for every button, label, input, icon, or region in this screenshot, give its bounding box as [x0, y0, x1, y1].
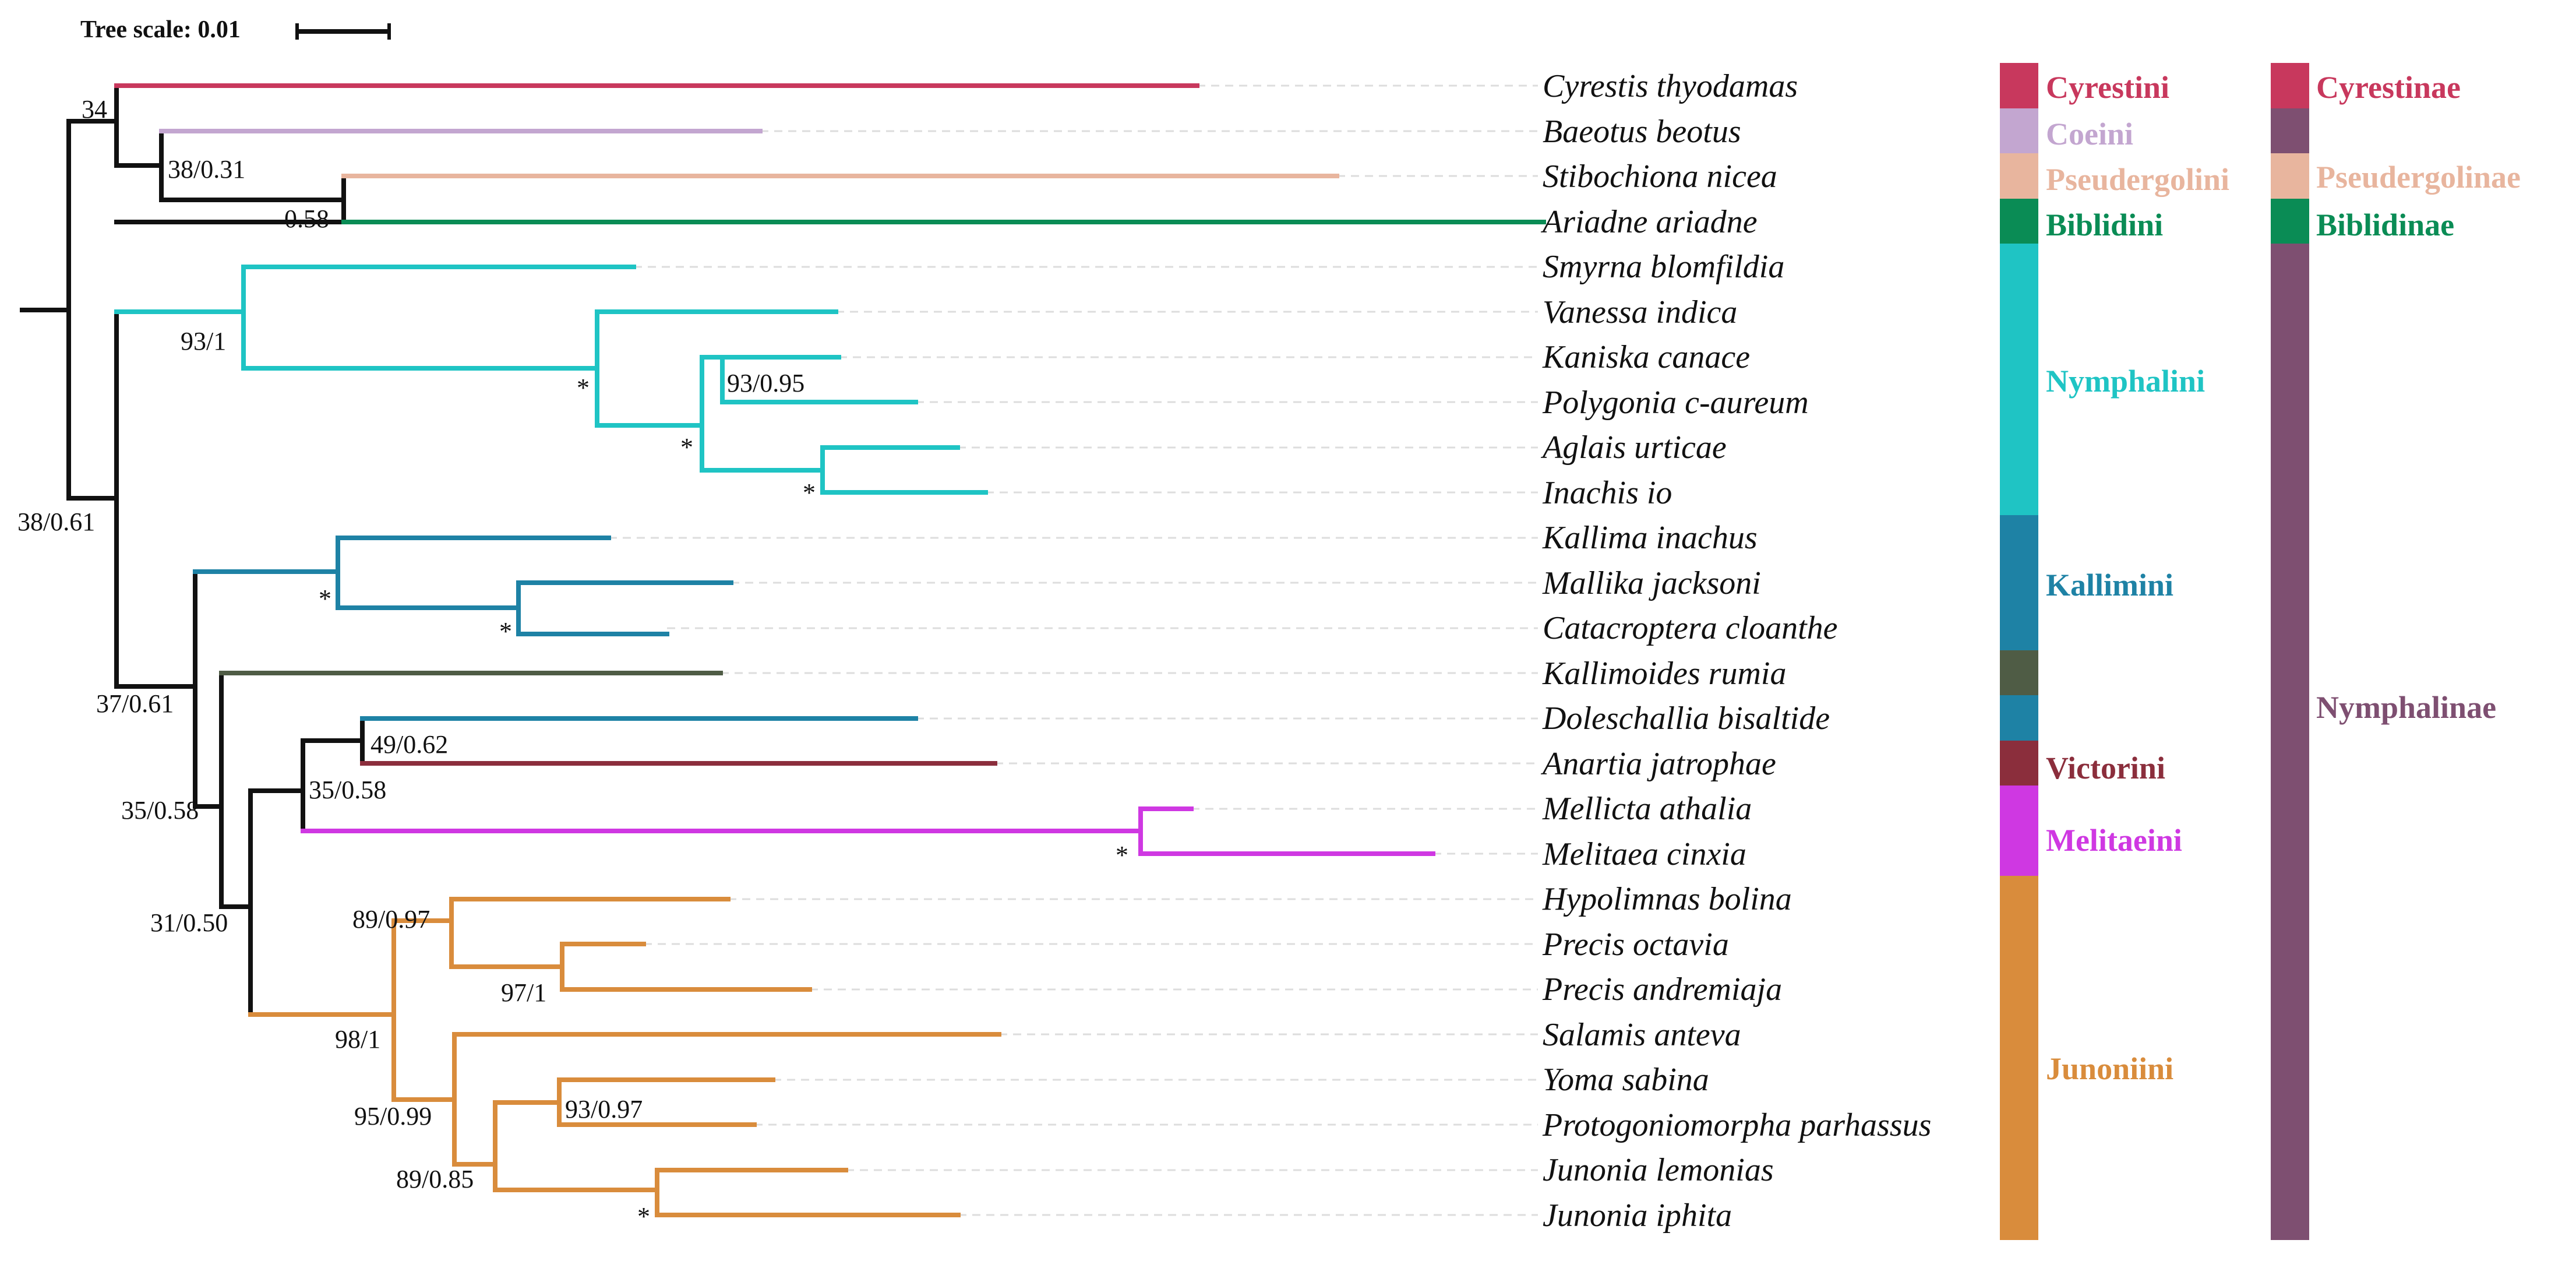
tribe-block-biblidini: [2000, 199, 2038, 244]
tribe-label-kallimini: Kallimini: [2046, 568, 2173, 603]
backbone-path: [20, 83, 365, 1017]
tribe-block-doleschallia: [2000, 695, 2038, 741]
tribe-label-pseudergolini: Pseudergolini: [2046, 162, 2229, 197]
taxon-label: Yoma sabina: [1543, 1062, 1709, 1098]
colored-branches: [114, 83, 1546, 1217]
support-93-1: 93/1: [181, 327, 226, 355]
taxon-label: Junonia lemonias: [1543, 1152, 1774, 1188]
support-star: *: [577, 374, 590, 402]
taxon-label: Kaniska canace: [1542, 339, 1750, 375]
tribe-label-melitaeini: Melitaeini: [2046, 823, 2182, 858]
support-97-1: 97/1: [501, 978, 546, 1007]
tree-scale-label: Tree scale: 0.01: [80, 16, 241, 43]
support-95-099: 95/0.99: [354, 1102, 432, 1130]
support-star: *: [499, 617, 512, 646]
taxon-label: Precis andremiaja: [1542, 971, 1782, 1008]
taxon-label: Doleschallia bisaltide: [1542, 700, 1830, 737]
support-37-061: 37/0.61: [96, 689, 174, 718]
tribe-label-victorini: Victorini: [2046, 751, 2165, 786]
taxon-label: Salamis anteva: [1543, 1017, 1741, 1053]
support-35-058-outer: 35/0.58: [121, 796, 199, 825]
taxon-label: Melitaea cinxia: [1542, 836, 1746, 872]
tip-guides: [609, 84, 1538, 1216]
backbone-branches: [20, 83, 365, 1017]
tribe-block-junoniini: [2000, 876, 2038, 1240]
support-89-097: 89/0.97: [352, 905, 430, 934]
subfamily-block-biblidinae: [2271, 199, 2309, 244]
tribe-labels: Cyrestini Coeini Pseudergolini Biblidini…: [2046, 70, 2229, 1086]
subfamily-label-nymphalinae: Nymphalinae: [2316, 690, 2496, 725]
taxon-label: Kallima inachus: [1542, 520, 1758, 556]
subfamily-strip: [2271, 63, 2309, 1240]
tribe-label-cyrestini: Cyrestini: [2046, 70, 2169, 105]
taxon-label: Hypolimnas bolina: [1542, 881, 1792, 917]
subfamily-block-coeini: [2271, 108, 2309, 153]
support-star: *: [803, 478, 816, 507]
taxon-label: Stibochiona nicea: [1543, 158, 1777, 195]
support-34: 34: [82, 95, 107, 124]
support-star: *: [1116, 841, 1128, 869]
support-38-031: 38/0.31: [168, 155, 245, 184]
taxon-label: Baeotus beotus: [1543, 114, 1741, 150]
support-star: *: [637, 1202, 650, 1231]
tribe-block-nymphalini: [2000, 244, 2038, 515]
taxon-label: Vanessa indica: [1543, 294, 1737, 330]
support-93-097: 93/0.97: [565, 1095, 643, 1123]
tribe-block-cyrestini: [2000, 63, 2038, 108]
support-058: 0.58: [284, 205, 329, 233]
support-49-062: 49/0.62: [370, 730, 448, 759]
taxon-label: Protogoniomorpha parhassus: [1542, 1107, 1931, 1143]
subfamily-block-pseudergolinae: [2271, 153, 2309, 199]
taxon-label: Smyrna blomfildia: [1543, 249, 1784, 285]
subfamily-label-cyrestinae: Cyrestinae: [2316, 70, 2461, 105]
taxon-label: Kallimoides rumia: [1542, 656, 1786, 692]
support-31-050: 31/0.50: [150, 908, 228, 937]
support-star: *: [319, 584, 331, 613]
branch-melitaeini-clade: [301, 806, 1435, 856]
tribe-block-kallimini: [2000, 515, 2038, 650]
support-35-058-inner: 35/0.58: [309, 776, 386, 804]
taxon-label: Aglais urticae: [1540, 429, 1727, 466]
taxon-label: Junonia iphita: [1543, 1197, 1732, 1234]
taxon-label: Precis octavia: [1542, 927, 1729, 963]
taxon-label: Catacroptera cloanthe: [1543, 610, 1838, 646]
taxon-label: Mellicta athalia: [1542, 791, 1752, 827]
subfamily-labels: Cyrestinae Pseudergolinae Biblidinae Nym…: [2316, 70, 2521, 725]
tree-scale: Tree scale: 0.01: [80, 16, 391, 43]
subfamily-block-nymphalinae: [2271, 244, 2309, 1240]
support-star: *: [680, 433, 693, 462]
tribe-block-kallimoides: [2000, 650, 2038, 695]
branch-nymphalini-clade: [114, 265, 988, 495]
subfamily-block-cyrestinae: [2271, 63, 2309, 108]
support-values: 34 38/0.31 0.58 93/1 * 93/0.95 * * 38/0.…: [17, 95, 1128, 1231]
support-93-095: 93/0.95: [727, 369, 804, 397]
taxon-label: Cyrestis thyodamas: [1543, 68, 1798, 104]
tribe-label-junoniini: Junoniini: [2046, 1051, 2173, 1086]
branch-junoniini-clade: [248, 897, 1001, 1217]
taxon-label: Polygonia c-aureum: [1542, 385, 1809, 421]
taxon-labels: Cyrestis thyodamas Baeotus beotus Stiboc…: [1540, 68, 1931, 1234]
tribe-block-coeini: [2000, 108, 2038, 153]
support-98-1: 98/1: [335, 1025, 380, 1054]
branch-kallimini-clade: [193, 536, 733, 636]
subfamily-label-pseudergolinae: Pseudergolinae: [2316, 160, 2521, 195]
tribe-label-biblidini: Biblidini: [2046, 207, 2163, 242]
subfamily-label-biblidinae: Biblidinae: [2316, 207, 2454, 242]
support-89-085: 89/0.85: [396, 1165, 474, 1193]
taxon-label: Inachis io: [1542, 475, 1672, 511]
tribe-strip: [2000, 63, 2038, 1240]
tribe-block-pseudergolini: [2000, 153, 2038, 199]
tribe-block-victorini: [2000, 741, 2038, 786]
tribe-block-melitaeini: [2000, 786, 2038, 876]
support-38-061: 38/0.61: [17, 508, 95, 536]
tribe-label-coeini: Coeini: [2046, 117, 2133, 152]
taxon-label: Anartia jatrophae: [1540, 746, 1776, 782]
taxon-label: Ariadne ariadne: [1540, 204, 1758, 240]
tribe-label-nymphalini: Nymphalini: [2046, 364, 2205, 399]
taxon-label: Mallika jacksoni: [1542, 565, 1761, 601]
